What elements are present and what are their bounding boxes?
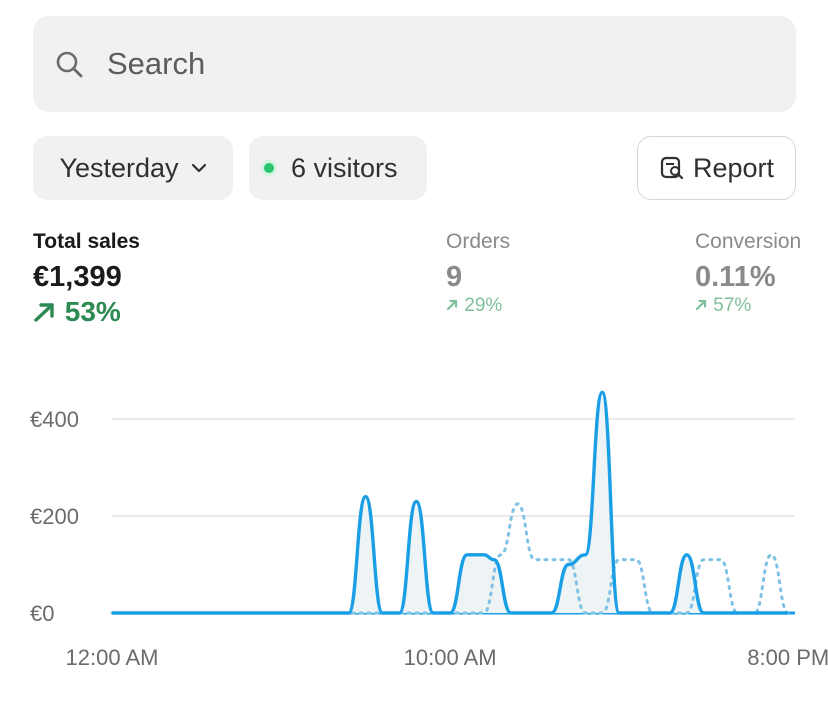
- visitors-label: 6 visitors: [291, 152, 398, 183]
- metric-change: 57%: [695, 295, 801, 317]
- x-tick-label: 12:00 AM: [66, 645, 159, 670]
- metric-change-value: 53%: [64, 296, 121, 327]
- search-bar[interactable]: Search: [33, 16, 796, 112]
- y-tick-label: €200: [30, 504, 79, 529]
- trend-up-icon: [446, 299, 458, 311]
- metric-orders[interactable]: Orders 9 29%: [446, 230, 510, 317]
- metric-change-value: 29%: [464, 295, 503, 316]
- y-tick-label: €400: [30, 407, 79, 432]
- metric-conversion[interactable]: Conversion 0.11% 57%: [695, 230, 801, 317]
- metric-change: 53%: [33, 296, 140, 328]
- date-range-dropdown[interactable]: Yesterday: [33, 136, 233, 200]
- comparison-series-line: [110, 502, 790, 615]
- metric-value: €1,399: [33, 261, 122, 293]
- report-label: Report: [692, 152, 775, 183]
- live-visitors-button[interactable]: 6 visitors: [249, 136, 427, 200]
- date-range-label: Yesterday: [59, 152, 179, 183]
- y-tick-label: €0: [30, 601, 54, 626]
- metric-value: 0.11%: [695, 261, 776, 293]
- sales-area: [112, 392, 789, 613]
- metric-label: Total sales: [33, 230, 140, 253]
- sales-series-line: [112, 390, 789, 615]
- x-tick-label: 8:00 PM: [747, 645, 828, 670]
- metric-total-sales[interactable]: Total sales €1,399 53%: [33, 230, 140, 328]
- report-icon: [659, 155, 685, 181]
- sales-chart[interactable]: €0 €200 €400 12:00 AM 10:00 AM 8:00 PM: [0, 370, 828, 670]
- metric-label: Orders: [446, 230, 511, 253]
- chevron-down-icon: [191, 163, 207, 173]
- x-tick-label: 10:00 AM: [404, 645, 497, 670]
- trend-up-icon: [695, 299, 707, 311]
- metric-change: 29%: [446, 295, 510, 317]
- report-button[interactable]: Report: [637, 136, 796, 200]
- metric-change-value: 57%: [713, 295, 752, 316]
- live-status-dot-icon: [264, 163, 274, 173]
- metric-value: 9: [446, 261, 463, 293]
- search-placeholder: Search: [107, 46, 206, 81]
- search-icon: [55, 49, 85, 79]
- trend-up-icon: [34, 303, 54, 322]
- metric-label: Conversion: [695, 230, 802, 253]
